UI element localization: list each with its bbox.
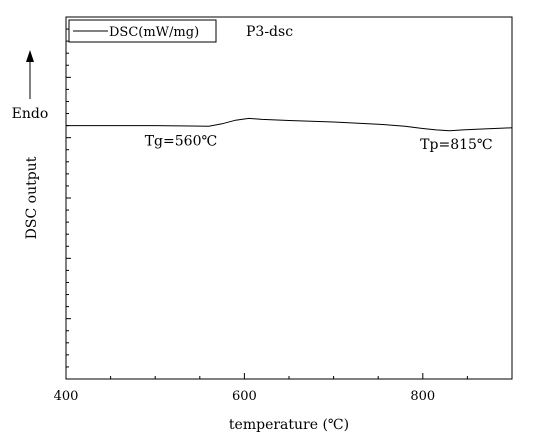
plot-frame [65,16,513,380]
series-line-dsc [66,117,513,132]
x-tick-label: 800 [410,389,435,404]
annotation-tg: Tg=560℃ [145,133,217,149]
x-tick-label: 400 [54,389,79,404]
x-axis-label: temperature (℃) [229,417,349,433]
endo-label: Endo [12,106,49,122]
endo-arrow-head [26,50,34,62]
y-axis-label: DSC output [24,156,40,239]
legend-box [68,19,217,43]
chart-title: P3-dsc [246,24,293,40]
x-tick-label: 600 [232,389,257,404]
legend-entry: DSC(mW/mg) [109,25,199,40]
annotation-tp: Tp=815℃ [420,137,492,153]
